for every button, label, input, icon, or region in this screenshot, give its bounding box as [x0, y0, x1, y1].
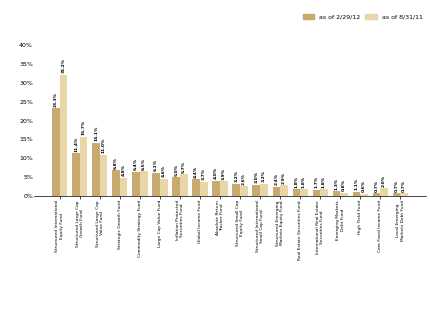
- Bar: [260, 184, 268, 196]
- Text: 6.1%: 6.1%: [154, 159, 158, 172]
- Bar: [353, 192, 360, 196]
- Bar: [332, 191, 340, 196]
- Text: 2.4%: 2.4%: [274, 173, 278, 185]
- Bar: [200, 182, 208, 196]
- Text: 1.7%: 1.7%: [314, 176, 318, 188]
- Text: 0.6%: 0.6%: [362, 180, 366, 192]
- Bar: [320, 189, 328, 196]
- Bar: [360, 194, 368, 196]
- Text: 5.0%: 5.0%: [174, 163, 178, 176]
- Legend: as of 2/29/12, as of 8/31/11: as of 2/29/12, as of 8/31/11: [303, 14, 423, 20]
- Text: 6.4%: 6.4%: [134, 158, 138, 170]
- Bar: [80, 137, 87, 196]
- Bar: [140, 172, 147, 196]
- Bar: [220, 181, 227, 196]
- Text: 1.8%: 1.8%: [295, 175, 298, 188]
- Bar: [172, 177, 180, 196]
- Text: 0.7%: 0.7%: [394, 180, 399, 192]
- Text: 6.8%: 6.8%: [114, 157, 118, 169]
- Bar: [373, 193, 380, 196]
- Text: 11.4%: 11.4%: [74, 136, 78, 152]
- Bar: [160, 179, 168, 196]
- Bar: [233, 184, 240, 196]
- Text: 32.2%: 32.2%: [61, 58, 66, 73]
- Bar: [240, 186, 248, 196]
- Text: 2.9%: 2.9%: [282, 171, 286, 184]
- Text: 3.2%: 3.2%: [234, 170, 238, 182]
- Text: 4.4%: 4.4%: [194, 166, 198, 178]
- Bar: [300, 189, 308, 196]
- Text: 3.9%: 3.9%: [222, 167, 226, 180]
- Text: 6.5%: 6.5%: [142, 158, 146, 170]
- Text: 23.3%: 23.3%: [54, 92, 58, 107]
- Bar: [313, 190, 320, 196]
- Text: 14.1%: 14.1%: [94, 126, 98, 141]
- Bar: [192, 179, 200, 196]
- Bar: [212, 181, 220, 196]
- Bar: [120, 178, 128, 196]
- Text: 3.2%: 3.2%: [262, 170, 266, 182]
- Bar: [400, 193, 408, 196]
- Bar: [273, 187, 280, 196]
- Bar: [100, 155, 108, 196]
- Text: 3.7%: 3.7%: [202, 168, 206, 180]
- Bar: [180, 174, 187, 196]
- Bar: [292, 189, 300, 196]
- Bar: [252, 185, 260, 196]
- Text: 5.7%: 5.7%: [182, 161, 186, 173]
- Bar: [72, 153, 80, 196]
- Bar: [112, 170, 120, 196]
- Text: 1.3%: 1.3%: [335, 177, 338, 190]
- Bar: [280, 185, 288, 196]
- Bar: [152, 173, 160, 196]
- Bar: [52, 108, 60, 196]
- Text: 3.0%: 3.0%: [254, 171, 258, 183]
- Text: 11.0%: 11.0%: [101, 138, 106, 153]
- Text: 4.6%: 4.6%: [162, 165, 166, 177]
- Bar: [393, 193, 400, 196]
- Text: 4.0%: 4.0%: [214, 167, 218, 179]
- Text: 4.8%: 4.8%: [122, 164, 126, 176]
- Bar: [132, 172, 140, 196]
- Bar: [340, 193, 348, 196]
- Bar: [92, 143, 100, 196]
- Text: 2.6%: 2.6%: [242, 173, 246, 185]
- Text: 0.7%: 0.7%: [402, 180, 406, 192]
- Bar: [380, 188, 388, 196]
- Text: 2.0%: 2.0%: [382, 175, 386, 187]
- Text: 1.8%: 1.8%: [322, 175, 326, 188]
- Bar: [60, 75, 68, 196]
- Text: 0.7%: 0.7%: [375, 180, 378, 192]
- Text: 15.7%: 15.7%: [82, 120, 86, 135]
- Text: 0.8%: 0.8%: [342, 179, 346, 191]
- Text: 1.8%: 1.8%: [302, 175, 306, 188]
- Text: 1.1%: 1.1%: [354, 178, 359, 190]
